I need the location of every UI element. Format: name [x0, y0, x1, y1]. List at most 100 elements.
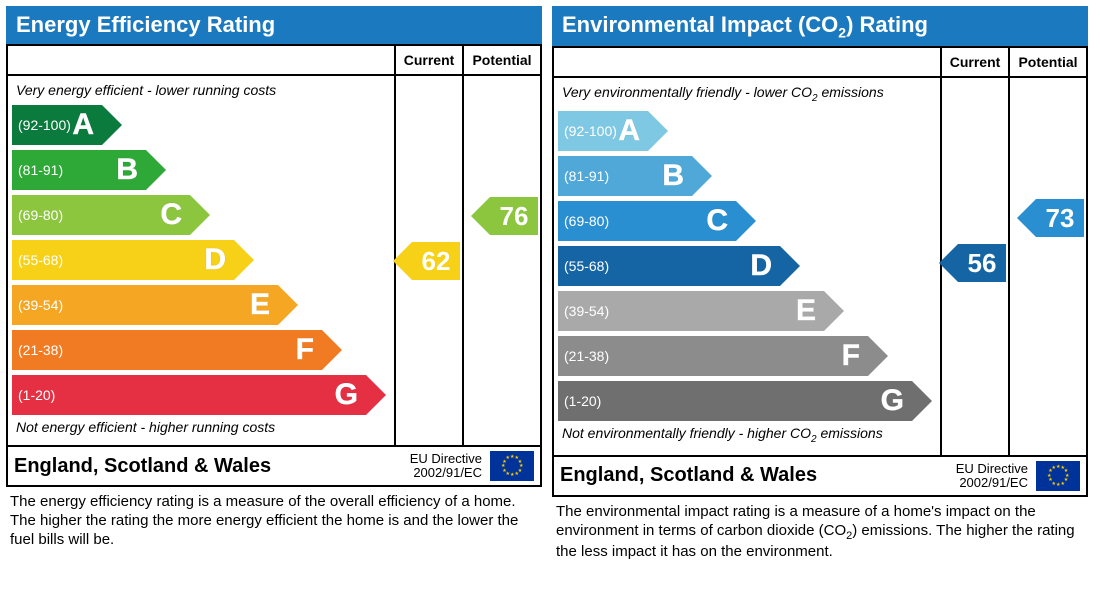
band-bar: (55-68) D	[558, 246, 780, 286]
eu-flag-icon: ★★★★★★★★★★★★	[490, 451, 534, 481]
band-bar: (39-54) E	[12, 285, 278, 325]
pointer-value: 76	[500, 201, 529, 232]
band-letter: E	[250, 288, 278, 322]
pointer-arrow	[393, 242, 412, 280]
band-range: (39-54)	[12, 297, 63, 313]
band-letter: F	[296, 333, 322, 367]
environmental-impact-panel: Environmental Impact (CO2) Rating Curren…	[552, 6, 1088, 610]
pointer-arrow	[471, 197, 490, 235]
band-bar: (69-80) C	[558, 201, 736, 241]
chart-grid: Current Potential Very environmentally f…	[554, 48, 1086, 455]
caption-top: Very environmentally friendly - lower CO…	[558, 84, 936, 110]
pointer-value: 73	[1046, 203, 1075, 234]
band-letter: B	[662, 159, 692, 193]
band-row-g: (1-20) G	[558, 380, 936, 422]
current-column: 56	[940, 78, 1008, 455]
pointer-value: 62	[422, 246, 451, 277]
band-row-c: (69-80) C	[558, 200, 936, 242]
pointer-value: 56	[968, 248, 997, 279]
band-range: (55-68)	[12, 252, 63, 268]
band-letter: B	[116, 153, 146, 187]
band-row-d: (55-68) D	[558, 245, 936, 287]
panel-title: Energy Efficiency Rating	[6, 6, 542, 44]
energy-efficiency-panel: Energy Efficiency Rating Current Potenti…	[6, 6, 542, 610]
caption-bottom: Not energy efficient - higher running co…	[12, 419, 390, 441]
band-range: (81-91)	[12, 162, 63, 178]
band-bar: (81-91) B	[12, 150, 146, 190]
band-letter: G	[335, 378, 366, 412]
band-letter: C	[706, 204, 736, 238]
band-letter: F	[842, 339, 868, 373]
pointer-arrow	[939, 244, 958, 282]
directive-label: EU Directive 2002/91/EC	[410, 452, 482, 481]
bars-column: Very energy efficient - lower running co…	[8, 76, 394, 445]
col-header-potential: Potential	[462, 46, 540, 76]
band-range: (55-68)	[558, 258, 609, 274]
header-spacer	[554, 48, 940, 78]
band-range: (1-20)	[558, 393, 601, 409]
band-letter: C	[160, 198, 190, 232]
band-letter: G	[881, 384, 912, 418]
band-row-c: (69-80) C	[12, 194, 390, 236]
potential-column: 73	[1008, 78, 1086, 455]
band-letter: A	[618, 114, 648, 148]
directive-line2: 2002/91/EC	[413, 465, 482, 480]
directive-label: EU Directive 2002/91/EC	[956, 462, 1028, 491]
band-range: (1-20)	[12, 387, 55, 403]
eu-flag-icon: ★★★★★★★★★★★★	[1036, 461, 1080, 491]
chart-grid: Current Potential Very energy efficient …	[8, 46, 540, 445]
band-row-f: (21-38) F	[558, 335, 936, 377]
rating-pointer: 76	[490, 197, 538, 235]
band-bar: (92-100)A	[12, 105, 102, 145]
band-rows: (92-100)A (81-91) B (69-80) C (55-68) D (39-54)…	[12, 104, 390, 416]
region-label: England, Scotland & Wales	[14, 455, 402, 478]
band-range: (92-100)	[12, 117, 71, 133]
band-row-b: (81-91) B	[12, 149, 390, 191]
chart-box: Current Potential Very environmentally f…	[552, 46, 1088, 497]
directive-line2: 2002/91/EC	[959, 475, 1028, 490]
band-row-b: (81-91) B	[558, 155, 936, 197]
caption-bottom: Not environmentally friendly - higher CO…	[558, 425, 936, 451]
directive-line1: EU Directive	[410, 451, 482, 466]
band-bar: (81-91) B	[558, 156, 692, 196]
band-bar: (21-38) F	[558, 336, 868, 376]
band-range: (92-100)	[558, 123, 617, 139]
eu-flag-stars: ★★★★★★★★★★★★	[1047, 465, 1069, 487]
band-letter: E	[796, 294, 824, 328]
band-range: (81-91)	[558, 168, 609, 184]
chart-box: Current Potential Very energy efficient …	[6, 44, 542, 487]
col-header-potential: Potential	[1008, 48, 1086, 78]
band-row-e: (39-54) E	[12, 284, 390, 326]
rating-pointer: 73	[1036, 199, 1084, 237]
band-bar: (21-38) F	[12, 330, 322, 370]
header-spacer	[8, 46, 394, 76]
caption-top: Very energy efficient - lower running co…	[12, 82, 390, 104]
band-row-g: (1-20) G	[12, 374, 390, 416]
rating-pointer: 62	[412, 242, 460, 280]
band-bar: (55-68) D	[12, 240, 234, 280]
band-range: (21-38)	[558, 348, 609, 364]
band-row-f: (21-38) F	[12, 329, 390, 371]
directive-line1: EU Directive	[956, 461, 1028, 476]
rating-pointer: 56	[958, 244, 1006, 282]
band-row-e: (39-54)E	[558, 290, 936, 332]
band-row-a: (92-100)A	[12, 104, 390, 146]
eu-flag-stars: ★★★★★★★★★★★★	[501, 455, 523, 477]
band-range: (69-80)	[12, 207, 63, 223]
band-letter: D	[204, 243, 234, 277]
footer-row: England, Scotland & Wales EU Directive 2…	[554, 455, 1086, 495]
col-header-current: Current	[940, 48, 1008, 78]
band-letter: D	[750, 249, 780, 283]
band-range: (21-38)	[12, 342, 63, 358]
band-range: (69-80)	[558, 213, 609, 229]
band-bar: (1-20) G	[558, 381, 912, 421]
band-bar: (69-80) C	[12, 195, 190, 235]
pointer-arrow	[1017, 199, 1036, 237]
panel-description: The environmental impact rating is a mea…	[552, 497, 1088, 562]
band-rows: (92-100)A (81-91) B (69-80) C (55-68) D (39-54)…	[558, 110, 936, 422]
band-letter: A	[72, 108, 102, 142]
potential-column: 76	[462, 76, 540, 445]
panel-description: The energy efficiency rating is a measur…	[6, 487, 542, 549]
footer-row: England, Scotland & Wales EU Directive 2…	[8, 445, 540, 485]
band-bar: (39-54)E	[558, 291, 824, 331]
